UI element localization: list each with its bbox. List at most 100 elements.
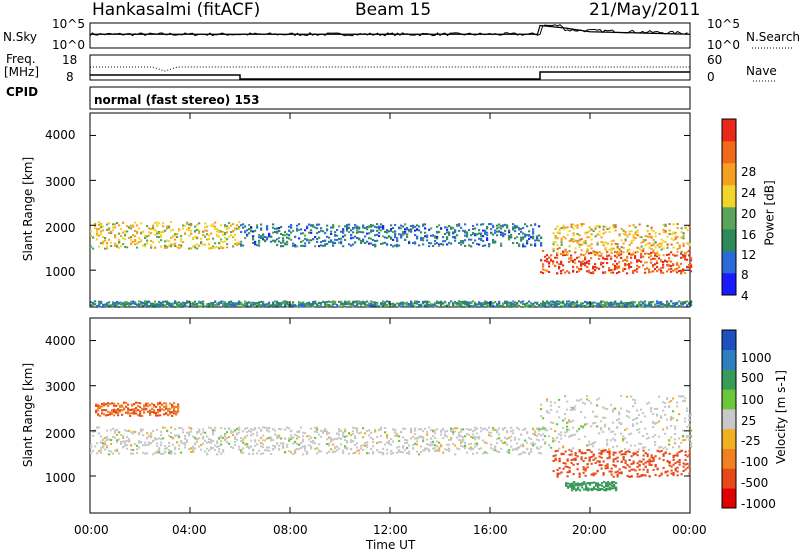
velocity-cell xyxy=(220,426,223,429)
velocity-cell xyxy=(690,435,693,438)
power-cell xyxy=(390,236,393,239)
power-cell xyxy=(556,300,559,303)
power-cell xyxy=(520,228,523,231)
power-cell xyxy=(424,301,427,304)
power-cell xyxy=(440,227,443,230)
power-cell xyxy=(252,241,255,244)
power-cell xyxy=(286,240,289,243)
velocity-cell xyxy=(558,433,561,436)
power-cell xyxy=(124,301,127,304)
velocity-cell xyxy=(526,447,529,450)
power-cell xyxy=(230,224,233,227)
nave-tick-low: 0 xyxy=(707,70,715,84)
power-cell xyxy=(470,305,473,308)
power-cell xyxy=(310,239,313,242)
velocity-cell xyxy=(602,430,605,433)
power-cell xyxy=(390,224,393,227)
power-cell xyxy=(432,303,435,306)
velocity-cell xyxy=(658,420,661,423)
velocity-cell xyxy=(124,440,127,443)
velocity-cell xyxy=(177,405,180,408)
velocity-cell xyxy=(504,436,507,439)
velocity-cell xyxy=(388,440,391,443)
velocity-cell xyxy=(624,451,627,454)
power-cell xyxy=(642,255,645,258)
power-cell xyxy=(208,242,211,245)
power-cell xyxy=(172,302,175,305)
velocity-cell xyxy=(344,435,347,438)
power-cell xyxy=(464,230,467,233)
velocity-cell xyxy=(222,436,225,439)
power-cell xyxy=(198,300,201,303)
power-cell xyxy=(634,233,637,236)
velocity-cell xyxy=(98,450,101,453)
power-cell xyxy=(644,261,647,264)
velocity-cell xyxy=(602,450,605,453)
power-cell xyxy=(280,302,283,305)
velocity-cell xyxy=(604,464,607,467)
power-cell xyxy=(564,250,567,253)
power-cell xyxy=(152,226,155,229)
power-cell xyxy=(198,232,201,235)
power-cell xyxy=(618,234,621,237)
velocity-cell xyxy=(144,441,147,444)
velocity-cell xyxy=(226,441,229,444)
power-cell xyxy=(544,302,547,305)
velocity-cell xyxy=(248,447,251,450)
power-cell xyxy=(364,303,367,306)
power-cell xyxy=(500,225,503,228)
velocity-cell xyxy=(620,432,623,435)
power-cell xyxy=(672,263,675,266)
velocity-cell xyxy=(674,438,677,441)
power-cell xyxy=(584,258,587,261)
velocity-cell xyxy=(686,436,689,439)
power-cell xyxy=(370,225,373,228)
velocity-cell xyxy=(640,408,643,411)
power-cell xyxy=(348,243,351,246)
power-cell xyxy=(98,300,101,303)
velocity-cell xyxy=(280,437,283,440)
power-cell xyxy=(666,302,669,305)
velocity-cell xyxy=(672,463,675,466)
power-cell xyxy=(172,235,175,238)
power-cell xyxy=(528,230,531,233)
power-cell xyxy=(232,236,235,239)
power-cell xyxy=(650,235,653,238)
velocity-cell xyxy=(452,442,455,445)
power-cell xyxy=(486,231,489,234)
velocity-cell xyxy=(572,434,575,437)
power-cell xyxy=(340,230,343,233)
velocity-cell xyxy=(664,413,667,416)
velocity-cell xyxy=(378,451,381,454)
power-cell xyxy=(684,226,687,229)
velocity-cell xyxy=(366,446,369,449)
velocity-cell xyxy=(688,465,691,468)
power-cell xyxy=(240,224,243,227)
power-cell xyxy=(450,242,453,245)
power-cell xyxy=(590,272,593,275)
power-cell xyxy=(136,246,139,249)
power-cell xyxy=(548,262,551,265)
noise-left-tick-low: 10^0 xyxy=(52,38,85,52)
power-cell xyxy=(456,224,459,227)
velocity-cell xyxy=(464,435,467,438)
power-cell xyxy=(128,302,131,305)
power-cell xyxy=(588,301,591,304)
velocity-cell xyxy=(676,454,679,457)
power-cell xyxy=(512,305,515,308)
power-cell xyxy=(458,224,461,227)
velocity-cell xyxy=(518,428,521,431)
power-cell xyxy=(490,302,493,305)
velocity-cell xyxy=(218,445,221,448)
power-cell xyxy=(532,304,535,307)
power-cell xyxy=(602,303,605,306)
velocity-cell xyxy=(690,413,693,416)
velocity-cell xyxy=(196,431,199,434)
velocity-cell xyxy=(136,448,139,451)
power-cell xyxy=(224,301,227,304)
velocity-cell xyxy=(210,441,213,444)
power-cell xyxy=(556,237,559,240)
velocity-cell xyxy=(196,432,199,435)
power-cell xyxy=(618,254,621,257)
power-cell xyxy=(660,242,663,245)
